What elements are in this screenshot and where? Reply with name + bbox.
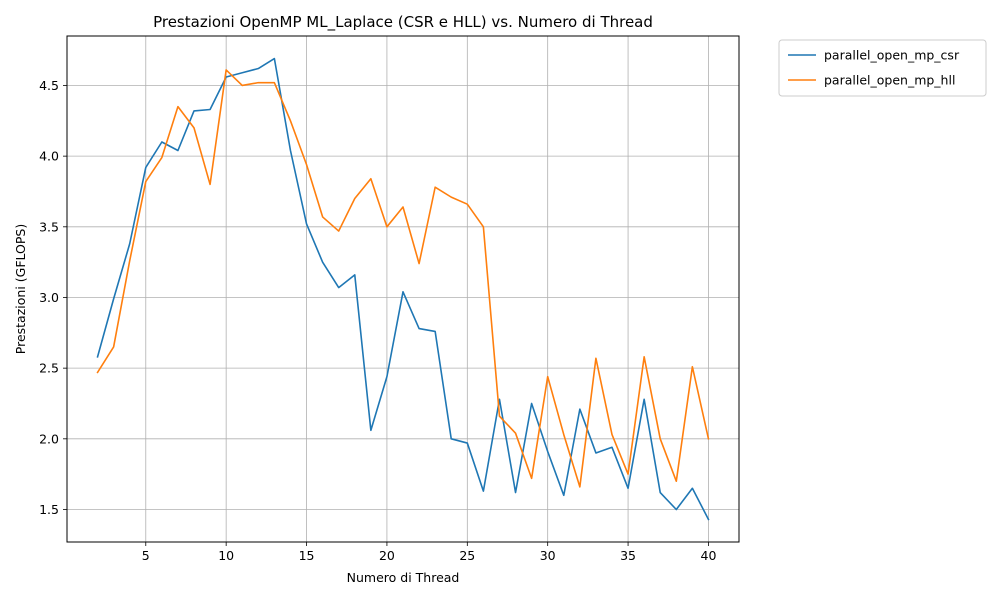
series-line-parallel-open-mp-hll [96,69,710,488]
x-tick-label: 15 [299,548,315,563]
y-tick-label: 2.5 [39,361,59,376]
legend-label-csr: parallel_open_mp_csr [824,48,960,63]
legend: parallel_open_mp_csr parallel_open_mp_hl… [778,39,987,97]
grid-lines [67,36,739,542]
y-tick-label: 3.5 [39,219,59,234]
legend-box [778,39,987,97]
x-tick-label: 5 [142,548,150,563]
x-tick-label: 25 [459,548,475,563]
series-line-parallel-open-mp-csr [96,57,710,521]
y-tick-label: 2.0 [39,431,59,446]
legend-label-hll: parallel_open_mp_hll [824,73,955,88]
y-tick-label: 4.5 [39,78,59,93]
y-tick-label: 3.0 [39,290,59,305]
y-tick-label: 1.5 [39,502,59,517]
series-layer [96,57,710,521]
x-tick-label: 20 [379,548,395,563]
plot-area-frame [66,35,740,543]
axis-ticks: 5 10 15 20 25 30 35 40 1.5 2.0 2.5 3.0 3.5 4.0 4.5 [39,78,716,563]
x-tick-label: 35 [620,548,636,563]
y-axis-label: Prestazioni (GFLOPS) [13,224,28,354]
x-tick-label: 40 [701,548,717,563]
y-tick-label: 4.0 [39,149,59,164]
x-tick-label: 30 [540,548,556,563]
chart-title: Prestazioni OpenMP ML_Laplace (CSR e HLL… [153,13,653,32]
x-tick-label: 10 [218,548,234,563]
x-axis-label: Numero di Thread [347,570,460,585]
